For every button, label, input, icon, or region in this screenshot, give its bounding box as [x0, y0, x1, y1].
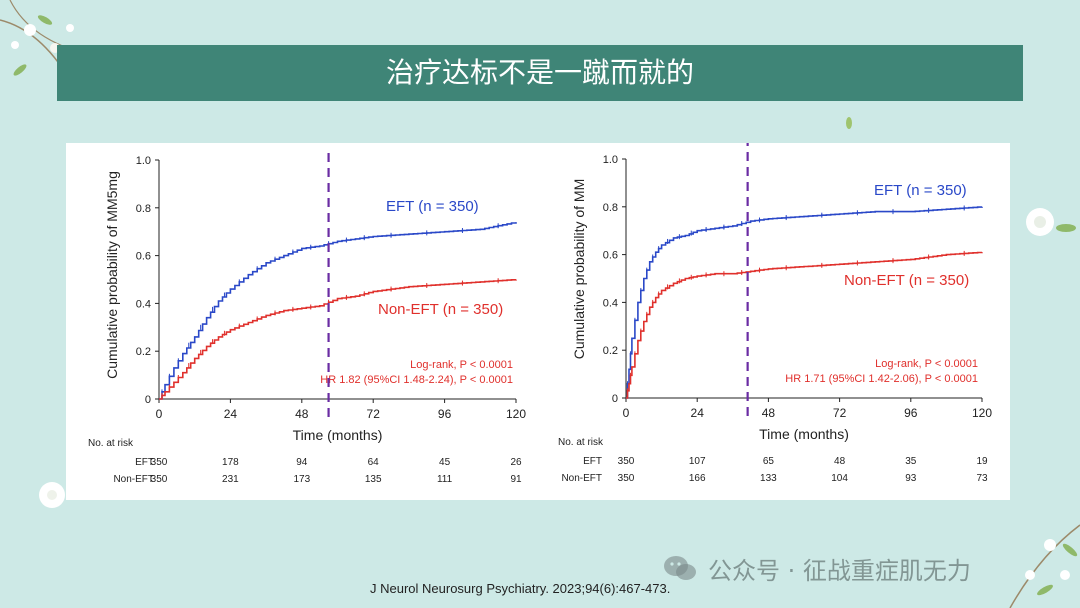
legend-non-eft: Non-EFT (n = 350) [844, 272, 969, 289]
risk-cell: 350 [151, 457, 168, 468]
x-tick-label: 48 [762, 406, 776, 420]
risk-cell: 48 [834, 456, 846, 467]
risk-cell: 94 [296, 457, 308, 468]
risk-row-label: Non-EFT [561, 473, 602, 484]
y-tick-label: 0 [612, 393, 618, 405]
series-line-non-eft [159, 279, 517, 400]
watermark: 公众号 · 征战重症肌无力 [662, 548, 971, 588]
x-tick-label: 24 [224, 407, 238, 421]
wechat-icon [664, 556, 696, 580]
y-tick-label: 1.0 [136, 155, 151, 167]
y-axis-label: Cumulative probability of MM [571, 179, 587, 360]
risk-cell: 91 [510, 474, 522, 485]
risk-cell: 178 [222, 457, 239, 468]
y-tick-label: 0.4 [136, 298, 151, 310]
risk-cell: 35 [905, 456, 917, 467]
stats-line: Log-rank, P < 0.0001 [410, 359, 513, 371]
risk-cell: 65 [763, 456, 775, 467]
y-tick-label: 1.0 [603, 154, 618, 166]
leaf-decoration [846, 117, 852, 129]
chart-mm5mg: 0 0.2 0.4 0.6 0.8 1.0 0 24 48 72 96 120 Time (months… [88, 153, 526, 485]
risk-cell: 350 [618, 456, 635, 467]
y-tick-label: 0.2 [603, 345, 618, 357]
flower-decoration-bottom-right [1009, 524, 1080, 608]
risk-cell: 73 [976, 473, 988, 484]
risk-cell: 350 [618, 473, 635, 484]
risk-cell: 93 [905, 473, 917, 484]
x-tick-label: 24 [691, 406, 705, 420]
y-tick-label: 0.8 [603, 202, 618, 214]
risk-row-label: EFT [135, 457, 154, 468]
title-bar: 治疗达标不是一蹴而就的 [57, 45, 1023, 101]
risk-cell: 350 [151, 474, 168, 485]
legend-eft: EFT (n = 350) [874, 182, 967, 199]
risk-cell: 64 [368, 457, 380, 468]
risk-cell: 231 [222, 474, 239, 485]
risk-row-label: EFT [583, 456, 602, 467]
risk-cell: 111 [437, 474, 453, 485]
y-axis-label: Cumulative probability of MM5mg [104, 171, 120, 379]
x-axis-label: Time (months) [293, 427, 383, 443]
x-axis-label: Time (months) [759, 426, 849, 442]
risk-cell: 173 [293, 474, 310, 485]
x-tick-label: 0 [623, 406, 630, 420]
y-tick-label: 0 [145, 394, 151, 406]
stats-line: HR 1.71 (95%CI 1.42-2.06), P < 0.0001 [785, 373, 978, 385]
y-tick-label: 0.6 [136, 251, 151, 263]
figure-panel: 0 0.2 0.4 0.6 0.8 1.0 0 24 48 72 96 120 Time (months… [66, 143, 1010, 500]
risk-cell: 19 [976, 456, 988, 467]
legend-eft: EFT (n = 350) [386, 198, 479, 215]
y-tick-label: 0.2 [136, 346, 151, 358]
slide-title: 治疗达标不是一蹴而就的 [385, 56, 694, 89]
flower-decoration-right [1026, 208, 1076, 236]
series-line-eft [626, 206, 983, 399]
x-tick-label: 72 [833, 406, 847, 420]
risk-cell: 166 [689, 473, 706, 484]
risk-cell: 133 [760, 473, 777, 484]
risk-cell: 135 [365, 474, 382, 485]
stats-line: Log-rank, P < 0.0001 [875, 358, 978, 370]
risk-cell: 45 [439, 457, 451, 468]
x-tick-label: 120 [972, 406, 992, 420]
x-tick-label: 48 [295, 407, 309, 421]
y-tick-label: 0.4 [603, 297, 618, 309]
x-tick-label: 72 [367, 407, 381, 421]
chart-mm: 0 0.2 0.4 0.6 0.8 1.0 0 24 48 72 96 120 Time (months… [558, 143, 992, 484]
series-line-eft [159, 222, 517, 400]
y-tick-label: 0.8 [136, 203, 151, 215]
x-tick-label: 96 [904, 406, 918, 420]
x-tick-label: 120 [506, 407, 526, 421]
stats-line: HR 1.82 (95%CI 1.48-2.24), P < 0.0001 [320, 374, 513, 386]
risk-table-header: No. at risk [88, 438, 134, 449]
flower-decoration-left [39, 482, 65, 508]
legend-non-eft: Non-EFT (n = 350) [378, 301, 503, 318]
citation: J Neurol Neurosurg Psychiatry. 2023;94(6… [370, 581, 671, 596]
risk-cell: 107 [689, 456, 706, 467]
risk-cell: 26 [510, 457, 522, 468]
risk-cell: 104 [831, 473, 848, 484]
x-tick-label: 0 [156, 407, 163, 421]
risk-table-header: No. at risk [558, 437, 604, 448]
x-tick-label: 96 [438, 407, 452, 421]
y-tick-label: 0.6 [603, 250, 618, 262]
risk-row-label: Non-EFT [113, 474, 154, 485]
watermark-text: 公众号 · 征战重症肌无力 [708, 556, 971, 585]
series-line-non-eft [626, 251, 983, 399]
